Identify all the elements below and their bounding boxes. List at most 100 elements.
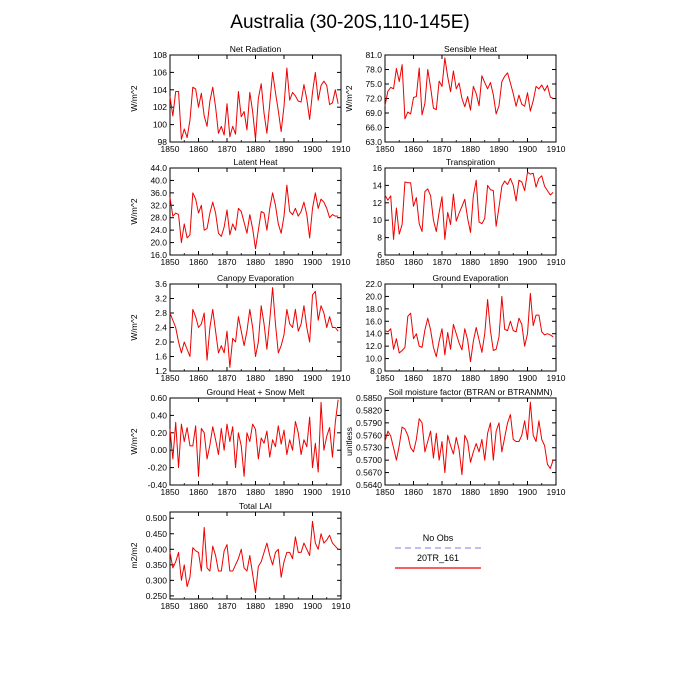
x-tick-label: 1870 bbox=[218, 487, 237, 497]
y-tick-label: 100 bbox=[153, 120, 167, 130]
y-tick-label: 2.0 bbox=[155, 337, 167, 347]
y-tick-label: 98 bbox=[158, 137, 168, 147]
x-tick-label: 1850 bbox=[161, 373, 180, 383]
x-tick-label: 1900 bbox=[303, 144, 322, 154]
y-tick-label: 8.0 bbox=[370, 366, 382, 376]
x-tick-label: 1860 bbox=[404, 487, 423, 497]
series-line-net-radiation bbox=[169, 67, 339, 140]
y-axis-label: W/m^2 bbox=[344, 85, 354, 111]
y-tick-label: -0.20 bbox=[148, 463, 168, 473]
y-tick-label: 0.500 bbox=[146, 513, 168, 523]
y-tick-label: 12.0 bbox=[365, 341, 382, 351]
y-axis-label: W/m^2 bbox=[129, 428, 139, 454]
y-tick-label: 10 bbox=[373, 215, 383, 225]
x-tick-label: 1910 bbox=[332, 601, 351, 611]
y-tick-label: 44.0 bbox=[150, 163, 167, 173]
x-tick-label: 1880 bbox=[246, 257, 265, 267]
x-tick-label: 1910 bbox=[547, 257, 566, 267]
x-tick-label: 1900 bbox=[518, 257, 537, 267]
x-tick-label: 1860 bbox=[189, 601, 208, 611]
x-tick-label: 1890 bbox=[275, 257, 294, 267]
x-tick-label: 1850 bbox=[376, 257, 395, 267]
y-tick-label: 8 bbox=[377, 233, 382, 243]
x-tick-label: 1910 bbox=[547, 144, 566, 154]
x-tick-label: 1850 bbox=[161, 257, 180, 267]
series-line-total-lai bbox=[169, 520, 339, 594]
y-tick-label: 2.4 bbox=[155, 323, 167, 333]
x-tick-label: 1850 bbox=[376, 373, 395, 383]
x-tick-label: 1900 bbox=[518, 144, 537, 154]
y-tick-label: 10.0 bbox=[365, 354, 382, 364]
panel-latent-heat: Latent Heat W/m^2 1850 1860 1870 1880 1890 1900… bbox=[129, 157, 351, 267]
series-line-latent-heat bbox=[169, 184, 339, 250]
y-tick-label: 1.6 bbox=[155, 352, 167, 362]
y-tick-label: 12 bbox=[373, 198, 383, 208]
x-tick-label: 1890 bbox=[275, 373, 294, 383]
y-axis-label: W/m^2 bbox=[129, 314, 139, 340]
series-line-sensible-heat bbox=[384, 57, 554, 120]
panel-title: Ground Evaporation bbox=[432, 273, 508, 283]
x-tick-label: 1910 bbox=[547, 373, 566, 383]
x-tick-label: 1910 bbox=[332, 144, 351, 154]
x-tick-label: 1890 bbox=[490, 487, 509, 497]
x-tick-label: 1870 bbox=[218, 373, 237, 383]
panel-title: Soil moisture factor (BTRAN or BTRANMN) bbox=[389, 387, 553, 397]
x-tick-label: 1880 bbox=[246, 144, 265, 154]
y-tick-label: 20.0 bbox=[365, 291, 382, 301]
y-tick-label: 16 bbox=[373, 163, 383, 173]
x-tick-label: 1870 bbox=[218, 144, 237, 154]
y-tick-label: 63.0 bbox=[365, 137, 382, 147]
panel-soil-moisture-factor-btran-or-btranmn: Soil moisture factor (BTRAN or BTRANMN) u… bbox=[344, 387, 566, 497]
y-tick-label: 20.0 bbox=[150, 238, 167, 248]
panel-ground-heat-snow-melt: Ground Heat + Snow Melt W/m^2 1850 1860 1870… bbox=[129, 387, 351, 497]
y-tick-label: 0.5790 bbox=[356, 418, 382, 428]
legend-label-no-obs: No Obs bbox=[423, 533, 454, 543]
y-tick-label: 0.5700 bbox=[356, 455, 382, 465]
x-tick-label: 1900 bbox=[303, 601, 322, 611]
y-tick-label: 16.0 bbox=[150, 250, 167, 260]
y-axis-label: W/m^2 bbox=[129, 198, 139, 224]
x-tick-label: 1880 bbox=[461, 257, 480, 267]
y-axis-label: W/m^2 bbox=[129, 85, 139, 111]
series-line-canopy-evaporation bbox=[169, 287, 339, 368]
y-tick-label: 32.0 bbox=[150, 200, 167, 210]
y-tick-label: 28.0 bbox=[150, 213, 167, 223]
y-axis-label: m2/m2 bbox=[129, 542, 139, 568]
y-tick-label: 0.400 bbox=[146, 544, 168, 554]
y-tick-label: 0.5640 bbox=[356, 480, 382, 490]
x-tick-label: 1880 bbox=[246, 601, 265, 611]
y-tick-label: 0.5850 bbox=[356, 393, 382, 403]
x-tick-label: 1890 bbox=[275, 601, 294, 611]
y-tick-label: 2.8 bbox=[155, 308, 167, 318]
x-tick-label: 1890 bbox=[490, 373, 509, 383]
x-tick-label: 1850 bbox=[161, 487, 180, 497]
y-tick-label: 22.0 bbox=[365, 279, 382, 289]
x-tick-label: 1860 bbox=[189, 487, 208, 497]
y-tick-label: 0.350 bbox=[146, 560, 168, 570]
x-tick-label: 1870 bbox=[433, 487, 452, 497]
x-tick-label: 1910 bbox=[332, 373, 351, 383]
series-line-ground-heat-snow-melt bbox=[169, 399, 339, 477]
x-tick-label: 1880 bbox=[461, 487, 480, 497]
panels-container: Net Radiation W/m^2 1850 1860 1870 1880 1890 19… bbox=[129, 44, 566, 611]
y-tick-label: 14 bbox=[373, 180, 383, 190]
x-tick-label: 1860 bbox=[189, 373, 208, 383]
y-tick-label: 81.0 bbox=[365, 50, 382, 60]
x-tick-label: 1850 bbox=[161, 601, 180, 611]
y-tick-label: 36.0 bbox=[150, 188, 167, 198]
y-tick-label: 0.5730 bbox=[356, 443, 382, 453]
x-tick-label: 1880 bbox=[461, 373, 480, 383]
x-tick-label: 1900 bbox=[303, 373, 322, 383]
y-tick-label: 0.20 bbox=[150, 428, 167, 438]
x-tick-label: 1860 bbox=[189, 257, 208, 267]
y-tick-label: 3.6 bbox=[155, 279, 167, 289]
y-tick-label: 18.0 bbox=[365, 304, 382, 314]
legend: No Obs 20TR_161 bbox=[395, 533, 481, 569]
panel-total-lai: Total LAI m2/m2 1850 1860 1870 1880 1890 1900 19… bbox=[129, 501, 351, 611]
series-line-transpiration bbox=[384, 171, 554, 240]
y-tick-label: 104 bbox=[153, 85, 167, 95]
x-tick-label: 1870 bbox=[218, 257, 237, 267]
legend-label-20tr-161: 20TR_161 bbox=[417, 553, 459, 563]
panel-title: Sensible Heat bbox=[444, 44, 498, 54]
